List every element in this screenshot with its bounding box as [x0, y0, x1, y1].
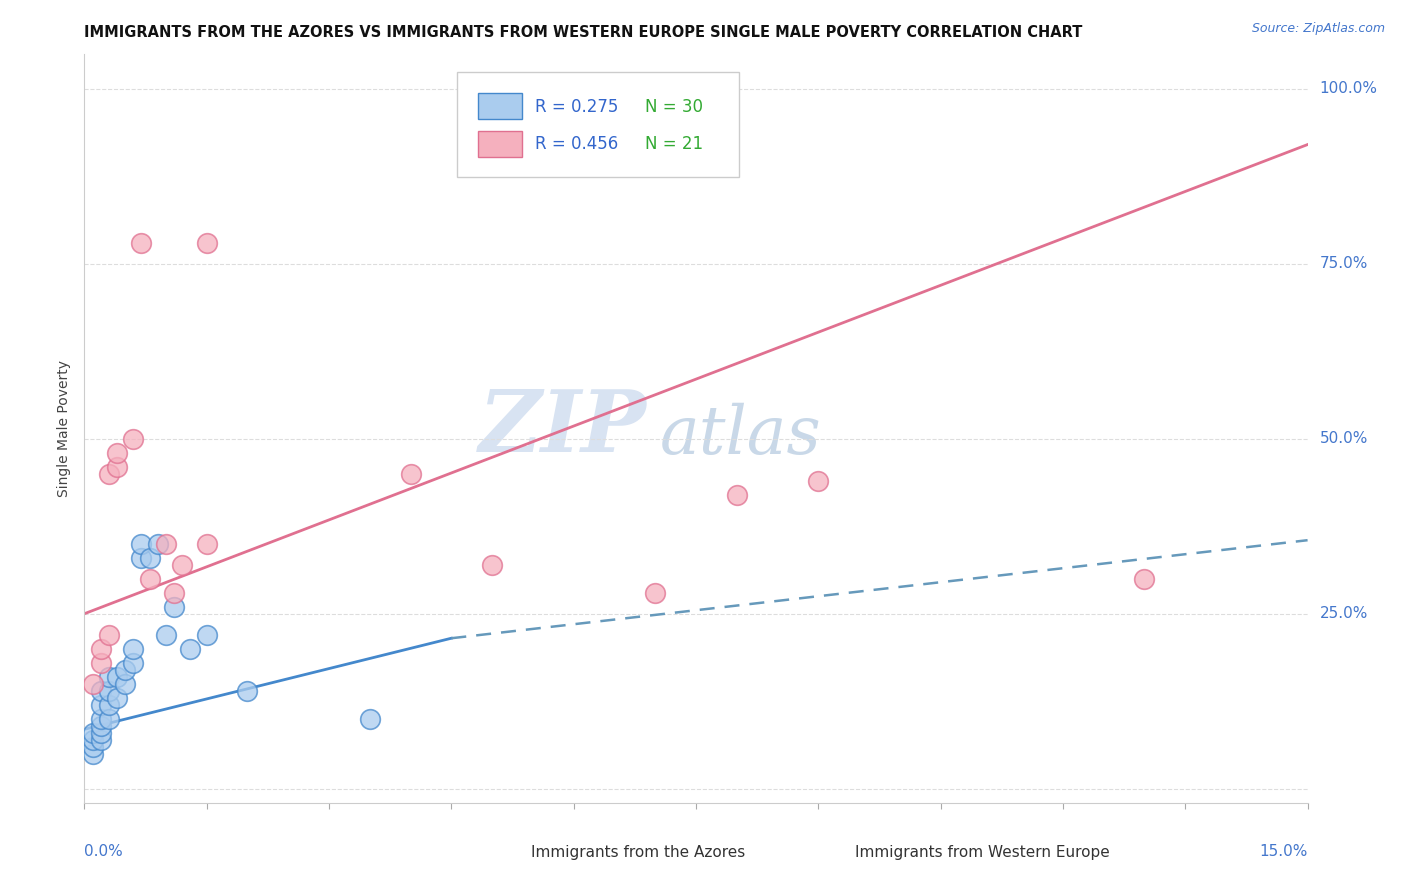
Point — [97, 712, 120, 726]
Text: 75.0%: 75.0% — [1320, 256, 1368, 271]
Point — [97, 628, 120, 642]
Point — [172, 558, 194, 572]
Point — [146, 537, 169, 551]
Point — [163, 585, 186, 599]
Point — [131, 537, 153, 551]
FancyBboxPatch shape — [457, 72, 738, 178]
Point — [807, 474, 830, 488]
Text: 15.0%: 15.0% — [1260, 844, 1308, 859]
Point — [138, 550, 160, 565]
Point — [97, 698, 120, 712]
Point — [90, 719, 112, 733]
Point — [97, 670, 120, 684]
Point — [359, 712, 381, 726]
Point — [82, 677, 104, 691]
Text: Immigrants from Western Europe: Immigrants from Western Europe — [855, 845, 1109, 860]
Point — [481, 558, 503, 572]
Point — [90, 641, 112, 656]
Point — [90, 698, 112, 712]
Point — [179, 641, 201, 656]
Point — [155, 628, 177, 642]
Point — [155, 537, 177, 551]
Point — [131, 235, 153, 250]
Bar — [478, 94, 522, 120]
Text: 50.0%: 50.0% — [1320, 431, 1368, 446]
Text: 25.0%: 25.0% — [1320, 607, 1368, 621]
Point — [90, 732, 112, 747]
Point — [82, 739, 104, 754]
Text: Source: ZipAtlas.com: Source: ZipAtlas.com — [1251, 22, 1385, 36]
Point — [97, 683, 120, 698]
Point — [122, 641, 145, 656]
Point — [236, 683, 259, 698]
Point — [90, 656, 112, 670]
Point — [97, 467, 120, 481]
Y-axis label: Single Male Poverty: Single Male Poverty — [58, 359, 72, 497]
Point — [82, 747, 104, 761]
Point — [114, 677, 136, 691]
Point — [725, 488, 748, 502]
Point — [82, 732, 104, 747]
Point — [105, 670, 128, 684]
Bar — [488, 830, 522, 859]
Point — [1133, 572, 1156, 586]
Point — [195, 235, 218, 250]
Text: IMMIGRANTS FROM THE AZORES VS IMMIGRANTS FROM WESTERN EUROPE SINGLE MALE POVERTY: IMMIGRANTS FROM THE AZORES VS IMMIGRANTS… — [84, 25, 1083, 40]
Point — [644, 585, 666, 599]
Point — [105, 459, 128, 474]
Point — [90, 683, 112, 698]
Point — [122, 432, 145, 446]
Text: ZIP: ZIP — [479, 386, 647, 470]
Text: N = 30: N = 30 — [644, 98, 703, 116]
Text: N = 21: N = 21 — [644, 136, 703, 153]
Point — [399, 467, 422, 481]
Bar — [813, 830, 846, 859]
Text: R = 0.275: R = 0.275 — [534, 98, 617, 116]
Bar — [478, 131, 522, 157]
Point — [163, 599, 186, 614]
Text: 0.0%: 0.0% — [84, 844, 124, 859]
Point — [122, 656, 145, 670]
Text: 100.0%: 100.0% — [1320, 81, 1378, 96]
Point — [131, 550, 153, 565]
Point — [105, 445, 128, 459]
Point — [195, 537, 218, 551]
Point — [90, 725, 112, 739]
Text: R = 0.456: R = 0.456 — [534, 136, 617, 153]
Point — [114, 663, 136, 677]
Point — [195, 628, 218, 642]
Text: Immigrants from the Azores: Immigrants from the Azores — [531, 845, 745, 860]
Point — [138, 572, 160, 586]
Point — [90, 712, 112, 726]
Text: atlas: atlas — [659, 403, 821, 468]
Point — [105, 690, 128, 705]
Point — [82, 725, 104, 739]
